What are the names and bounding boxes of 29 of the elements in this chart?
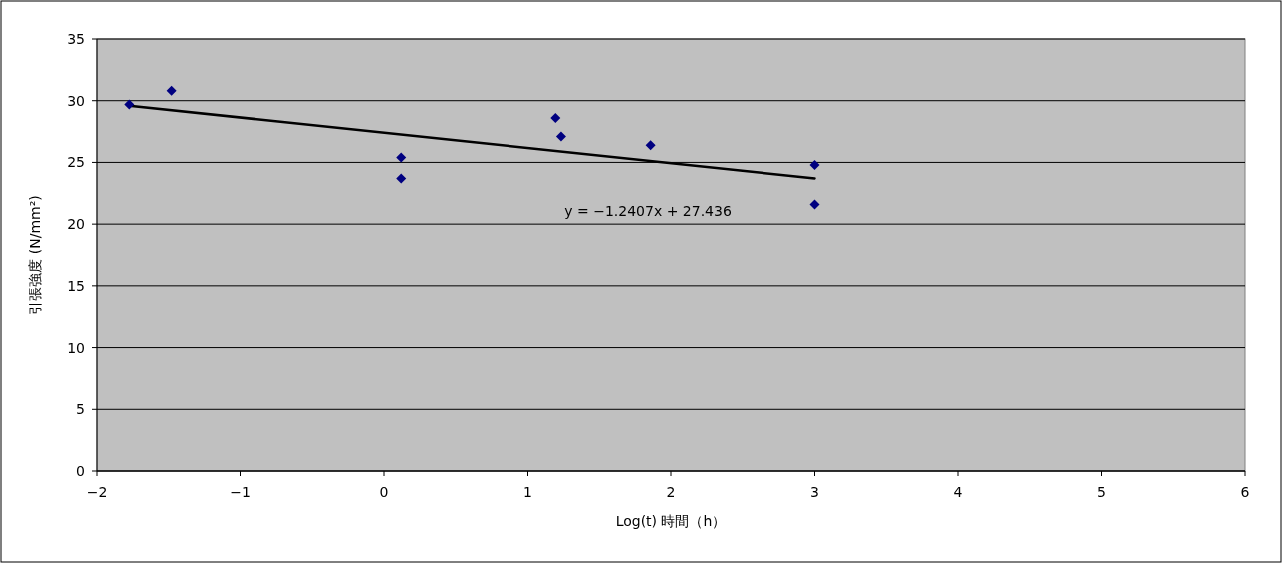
point [396,173,407,184]
y-tick-label: 0 [76,463,85,479]
x-tick-label: −1 [230,484,251,500]
point [555,131,566,142]
x-tick-label: 2 [666,484,676,500]
y-tick-label: 15 [67,277,85,294]
point [809,199,820,210]
point [166,85,177,96]
y-tick-label: 5 [76,401,85,418]
y-axis-title: 引張強度 (N/mm²) [27,195,43,315]
annotation: y = −1.2407x + 27.436 [564,203,732,220]
x-tick-label: 4 [953,484,963,500]
point [645,140,656,151]
point [809,159,820,170]
point [396,152,407,163]
y-tick-label: 20 [67,216,85,233]
x-tick-label: −2 [86,484,108,500]
x-tick-label: 5 [1097,484,1106,500]
x-tick-label: 1 [523,484,532,500]
x-tick-label: 3 [810,484,819,500]
y-tick-label: 10 [67,339,85,356]
point [550,112,561,123]
x-axis-title: Log(t) 時間（h） [615,513,727,529]
y-tick-label: 30 [67,92,85,109]
point [124,99,135,110]
x-tick-label: 0 [379,484,389,500]
y-tick-label: 25 [67,154,85,171]
x-tick-label: 6 [1240,484,1250,500]
y-tick-label: 35 [67,31,85,47]
